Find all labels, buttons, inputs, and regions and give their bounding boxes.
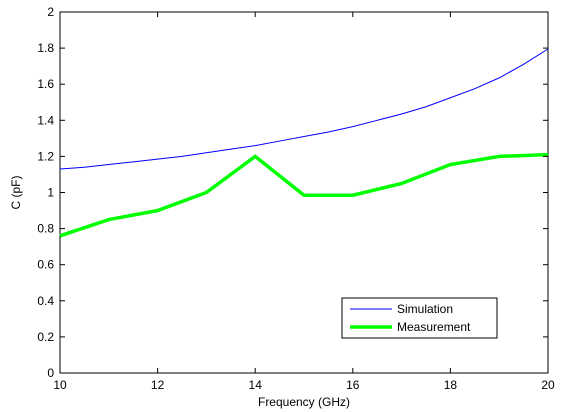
- x-tick-label: 16: [346, 378, 360, 392]
- y-axis-title: C (pF): [9, 176, 23, 210]
- series-line-measurement: [59, 152, 549, 238]
- y-tick-label: 1.6: [37, 77, 54, 91]
- legend: Simulation Measurement: [341, 297, 498, 339]
- y-tick-label: 2: [47, 5, 54, 19]
- plot-area: [59, 11, 549, 374]
- tick-labels: 10 12 14 16 18 20 0 0.2 0.4 0.6 0.8 1 1.2 1.4 1.6 1.8 2: [37, 5, 555, 392]
- series-layer: [59, 48, 549, 238]
- y-tick-label: 1.4: [37, 113, 54, 127]
- x-tick-label: 20: [541, 378, 555, 392]
- y-tick-label: 0.6: [37, 258, 54, 272]
- ticks-layer: [59, 11, 549, 374]
- y-tick-label: 0.4: [37, 294, 54, 308]
- y-tick-label: 1.8: [37, 41, 54, 55]
- x-axis-title: Frequency (GHz): [258, 395, 350, 409]
- y-tick-label: 0.2: [37, 330, 54, 344]
- x-tick-label: 14: [249, 378, 263, 392]
- y-tick-label: 0: [47, 366, 54, 380]
- x-tick-label: 10: [53, 378, 67, 392]
- x-tick-label: 12: [151, 378, 165, 392]
- y-tick-label: 0.8: [37, 222, 54, 236]
- x-tick-label: 18: [444, 378, 458, 392]
- legend-label-simulation: Simulation: [397, 302, 453, 316]
- y-tick-label: 1.2: [37, 149, 54, 163]
- series-line-simulation: [59, 48, 549, 170]
- legend-box: [341, 297, 498, 339]
- y-tick-label: 1: [47, 186, 54, 200]
- legend-label-measurement: Measurement: [397, 320, 471, 334]
